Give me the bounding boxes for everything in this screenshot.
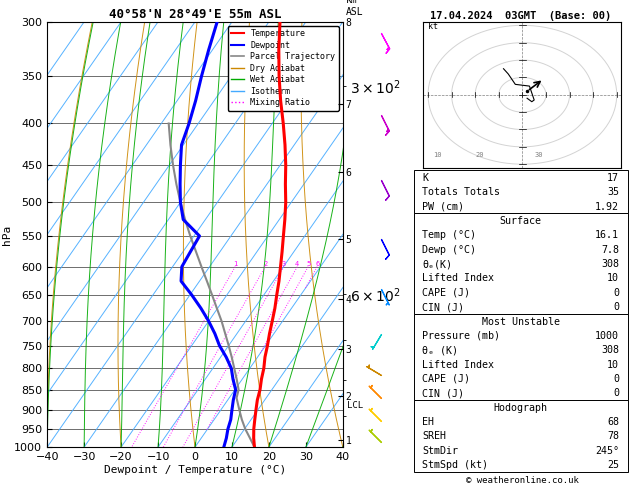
Text: 7.8: 7.8	[601, 245, 619, 255]
Text: 68: 68	[607, 417, 619, 427]
Text: 308: 308	[601, 345, 619, 355]
Text: Lifted Index: Lifted Index	[423, 274, 494, 283]
Y-axis label: hPa: hPa	[1, 225, 11, 244]
Text: Pressure (mb): Pressure (mb)	[423, 331, 501, 341]
Text: Most Unstable: Most Unstable	[482, 316, 560, 327]
Text: 0: 0	[613, 374, 619, 384]
Text: 17: 17	[607, 173, 619, 183]
Text: 10: 10	[433, 152, 442, 158]
Text: 0: 0	[613, 288, 619, 298]
Text: StmSpd (kt): StmSpd (kt)	[423, 460, 489, 470]
Text: CIN (J): CIN (J)	[423, 302, 464, 312]
Text: K: K	[423, 173, 428, 183]
Text: 16.1: 16.1	[595, 230, 619, 241]
Text: 308: 308	[601, 259, 619, 269]
Bar	[414, 213, 628, 313]
Text: EH: EH	[423, 417, 435, 427]
Text: StmDir: StmDir	[423, 446, 459, 456]
Text: 78: 78	[607, 432, 619, 441]
X-axis label: Dewpoint / Temperature (°C): Dewpoint / Temperature (°C)	[104, 465, 286, 475]
Text: 0: 0	[613, 388, 619, 399]
Text: 245°: 245°	[595, 446, 619, 456]
Text: CIN (J): CIN (J)	[423, 388, 464, 399]
Text: km
ASL: km ASL	[346, 0, 364, 17]
Text: PW (cm): PW (cm)	[423, 202, 464, 212]
Text: 10: 10	[607, 360, 619, 369]
Text: 4: 4	[295, 260, 299, 267]
Bar	[414, 170, 628, 213]
Text: © weatheronline.co.uk: © weatheronline.co.uk	[465, 476, 579, 485]
Text: 25: 25	[607, 460, 619, 470]
Text: 1.92: 1.92	[595, 202, 619, 212]
Text: SREH: SREH	[423, 432, 447, 441]
Text: Hodograph: Hodograph	[494, 403, 548, 413]
Text: 1000: 1000	[595, 331, 619, 341]
Text: 35: 35	[607, 187, 619, 197]
Text: 3: 3	[282, 260, 286, 267]
Text: CAPE (J): CAPE (J)	[423, 374, 470, 384]
Text: Temp (°C): Temp (°C)	[423, 230, 476, 241]
Text: CAPE (J): CAPE (J)	[423, 288, 470, 298]
Text: kt: kt	[428, 22, 438, 31]
Text: θₑ (K): θₑ (K)	[423, 345, 459, 355]
Text: Dewp (°C): Dewp (°C)	[423, 245, 476, 255]
Text: Surface: Surface	[500, 216, 542, 226]
Title: 40°58'N 28°49'E 55m ASL: 40°58'N 28°49'E 55m ASL	[109, 8, 281, 21]
Text: Totals Totals: Totals Totals	[423, 187, 501, 197]
Bar	[414, 313, 628, 400]
Text: 2: 2	[263, 260, 267, 267]
Bar	[414, 400, 628, 471]
Text: 30: 30	[534, 152, 543, 158]
Text: 17.04.2024  03GMT  (Base: 00): 17.04.2024 03GMT (Base: 00)	[430, 11, 611, 21]
Text: LCL: LCL	[347, 401, 363, 410]
Text: 20: 20	[476, 152, 484, 158]
Text: Lifted Index: Lifted Index	[423, 360, 494, 369]
Text: 1: 1	[233, 260, 237, 267]
Text: θₑ(K): θₑ(K)	[423, 259, 452, 269]
Text: 10: 10	[607, 274, 619, 283]
Text: 5: 5	[306, 260, 310, 267]
Legend: Temperature, Dewpoint, Parcel Trajectory, Dry Adiabat, Wet Adiabat, Isotherm, Mi: Temperature, Dewpoint, Parcel Trajectory…	[228, 26, 338, 111]
Text: 6: 6	[315, 260, 320, 267]
Text: 0: 0	[613, 302, 619, 312]
